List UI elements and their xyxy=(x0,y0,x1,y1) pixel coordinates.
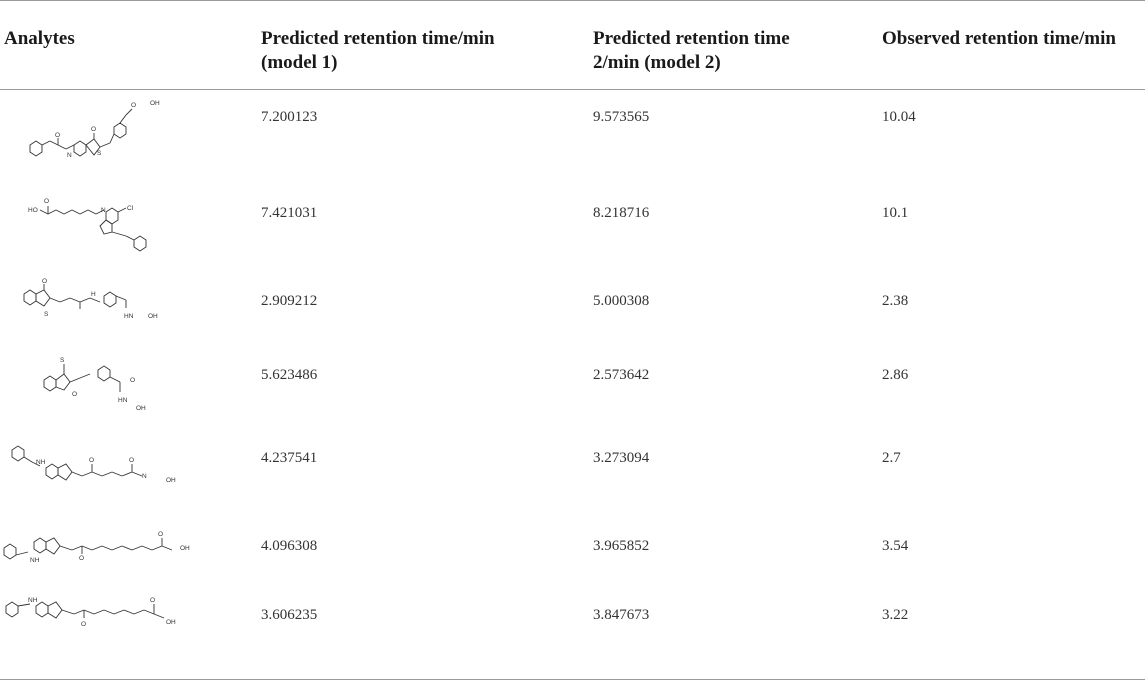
svg-text:O: O xyxy=(91,126,96,133)
model1-value: 2.909212 xyxy=(261,293,318,309)
svg-text:O: O xyxy=(158,531,163,538)
svg-text:O: O xyxy=(81,621,86,628)
svg-text:HN: HN xyxy=(124,313,134,320)
svg-text:H: H xyxy=(91,291,96,298)
svg-text:NH: NH xyxy=(30,557,40,564)
top-rule xyxy=(0,0,1145,1)
svg-text:O: O xyxy=(55,132,60,139)
observed-value: 10.04 xyxy=(882,109,916,125)
observed-value: 3.22 xyxy=(882,607,909,623)
observed-value: 3.54 xyxy=(882,538,909,554)
svg-text:NH: NH xyxy=(28,597,38,604)
svg-text:S: S xyxy=(44,311,49,318)
analyte-structure: NH O O OH xyxy=(0,590,240,640)
model1-value: 3.606235 xyxy=(261,607,318,623)
svg-text:O: O xyxy=(129,457,134,464)
model2-value: 3.847673 xyxy=(593,607,650,623)
analyte-structure: O N O S O OH xyxy=(0,97,240,172)
model1-value: 7.200123 xyxy=(261,109,318,125)
svg-text:O: O xyxy=(44,198,49,205)
observed-value: 2.7 xyxy=(882,450,901,466)
header-model2: Predicted retention time 2/min (model 2) xyxy=(593,28,790,73)
analyte-structure: O S H HN OH xyxy=(0,278,240,326)
model2-value: 3.965852 xyxy=(593,538,650,554)
bottom-rule xyxy=(0,679,1145,680)
svg-text:S: S xyxy=(60,357,65,364)
model1-value: 5.623486 xyxy=(261,367,318,383)
svg-text:O: O xyxy=(131,102,136,109)
svg-text:O: O xyxy=(42,278,47,285)
svg-text:O: O xyxy=(89,457,94,464)
svg-text:O: O xyxy=(72,391,77,398)
model2-value: 2.573642 xyxy=(593,367,650,383)
observed-value: 2.38 xyxy=(882,293,909,309)
analyte-structure: NH O O N OH xyxy=(0,434,240,496)
header-model1: Predicted retention time/min (model 1) xyxy=(261,28,495,73)
analyte-structure: S O O HN OH xyxy=(0,352,240,414)
svg-text:OH: OH xyxy=(180,545,190,552)
svg-text:OH: OH xyxy=(148,313,158,320)
analyte-structure: NH O O OH xyxy=(0,526,240,574)
svg-text:NH: NH xyxy=(36,459,46,466)
analyte-structure: HO O N Cl xyxy=(0,192,240,262)
svg-text:Cl: Cl xyxy=(127,205,134,212)
svg-text:HN: HN xyxy=(118,397,128,404)
svg-text:O: O xyxy=(150,597,155,604)
header-analytes: Analytes xyxy=(4,28,75,49)
svg-text:OH: OH xyxy=(136,405,146,412)
svg-text:HO: HO xyxy=(28,207,38,214)
svg-text:OH: OH xyxy=(150,100,160,107)
svg-text:N: N xyxy=(67,152,72,159)
svg-text:OH: OH xyxy=(166,619,176,626)
header-rule xyxy=(0,89,1145,90)
model2-value: 9.573565 xyxy=(593,109,650,125)
model1-value: 4.096308 xyxy=(261,538,318,554)
svg-text:O: O xyxy=(130,377,135,384)
svg-text:N: N xyxy=(101,207,106,214)
observed-value: 2.86 xyxy=(882,367,909,383)
model2-value: 8.218716 xyxy=(593,205,650,221)
model1-value: 7.421031 xyxy=(261,205,318,221)
observed-value: 10.1 xyxy=(882,205,909,221)
svg-text:N: N xyxy=(142,473,147,480)
model1-value: 4.237541 xyxy=(261,450,318,466)
header-observed: Observed retention time/min xyxy=(882,28,1116,49)
svg-text:S: S xyxy=(97,150,102,157)
model2-value: 5.000308 xyxy=(593,293,650,309)
svg-text:OH: OH xyxy=(166,477,176,484)
model2-value: 3.273094 xyxy=(593,450,650,466)
svg-text:O: O xyxy=(79,555,84,562)
